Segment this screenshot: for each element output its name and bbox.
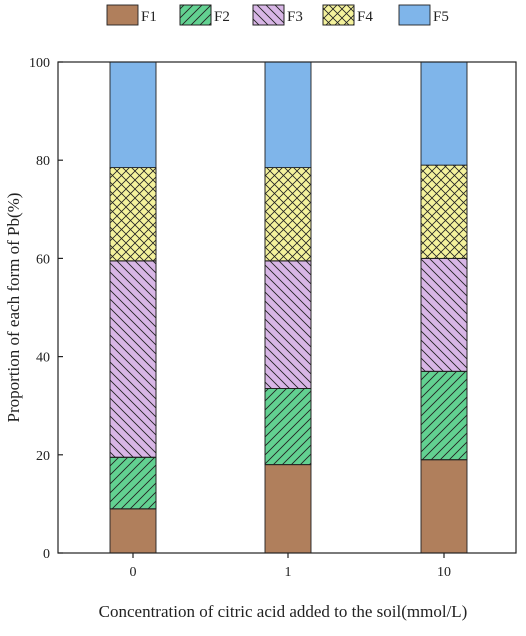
y-tick-label: 0 [43, 547, 50, 562]
legend-hatch-f2 [179, 4, 212, 26]
bar-segment-f1-0 [109, 508, 157, 554]
legend-label-f4: F4 [357, 9, 373, 25]
bar-segment-f1-1 [264, 464, 312, 554]
y-axis: 0 20 40 60 80 100 [29, 56, 63, 562]
y-tick-label: 40 [36, 351, 50, 366]
bar-hatch-f4-0 [109, 167, 157, 262]
legend: F1 F2 F3 F4 F5 [106, 4, 449, 26]
bar-segment-f1-10 [420, 459, 468, 554]
x-axis-title: Concentration of citric acid added to th… [99, 602, 468, 621]
bar-hatch-f2-10 [420, 370, 468, 461]
y-tick-label: 60 [36, 252, 50, 267]
legend-label-f1: F1 [141, 9, 157, 25]
bar-segment-f5-1 [264, 61, 312, 169]
bar-hatch-f3-1 [264, 260, 312, 389]
bar-hatch-f2-1 [264, 388, 312, 466]
y-tick-label: 80 [36, 154, 50, 169]
bar-segment-f5-0 [109, 61, 157, 169]
legend-label-f5: F5 [433, 9, 449, 25]
y-axis-title: Proportion of each form of Pb(%) [4, 193, 23, 423]
y-tick-label: 100 [29, 56, 50, 71]
bar-hatch-f4-10 [420, 164, 468, 259]
bar-hatch-f3-0 [109, 260, 157, 458]
x-tick-label: 1 [285, 565, 292, 580]
bar-hatch-f2-0 [109, 456, 157, 510]
legend-hatch-f3 [252, 4, 285, 26]
bar-hatch-f3-10 [420, 257, 468, 372]
bars [109, 61, 468, 554]
y-tick-label: 20 [36, 449, 50, 464]
legend-swatch-f5 [398, 4, 431, 26]
x-axis: 0 1 10 [130, 553, 451, 580]
plot-frame [57, 61, 517, 554]
bar-hatch-f4-1 [264, 167, 312, 262]
legend-swatch-f1 [106, 4, 139, 26]
x-tick-label: 10 [437, 565, 451, 580]
legend-label-f3: F3 [287, 9, 303, 25]
legend-label-f2: F2 [214, 9, 230, 25]
legend-hatch-f4 [322, 4, 355, 26]
bar-segment-f5-10 [420, 61, 468, 166]
x-tick-label: 0 [130, 565, 137, 580]
